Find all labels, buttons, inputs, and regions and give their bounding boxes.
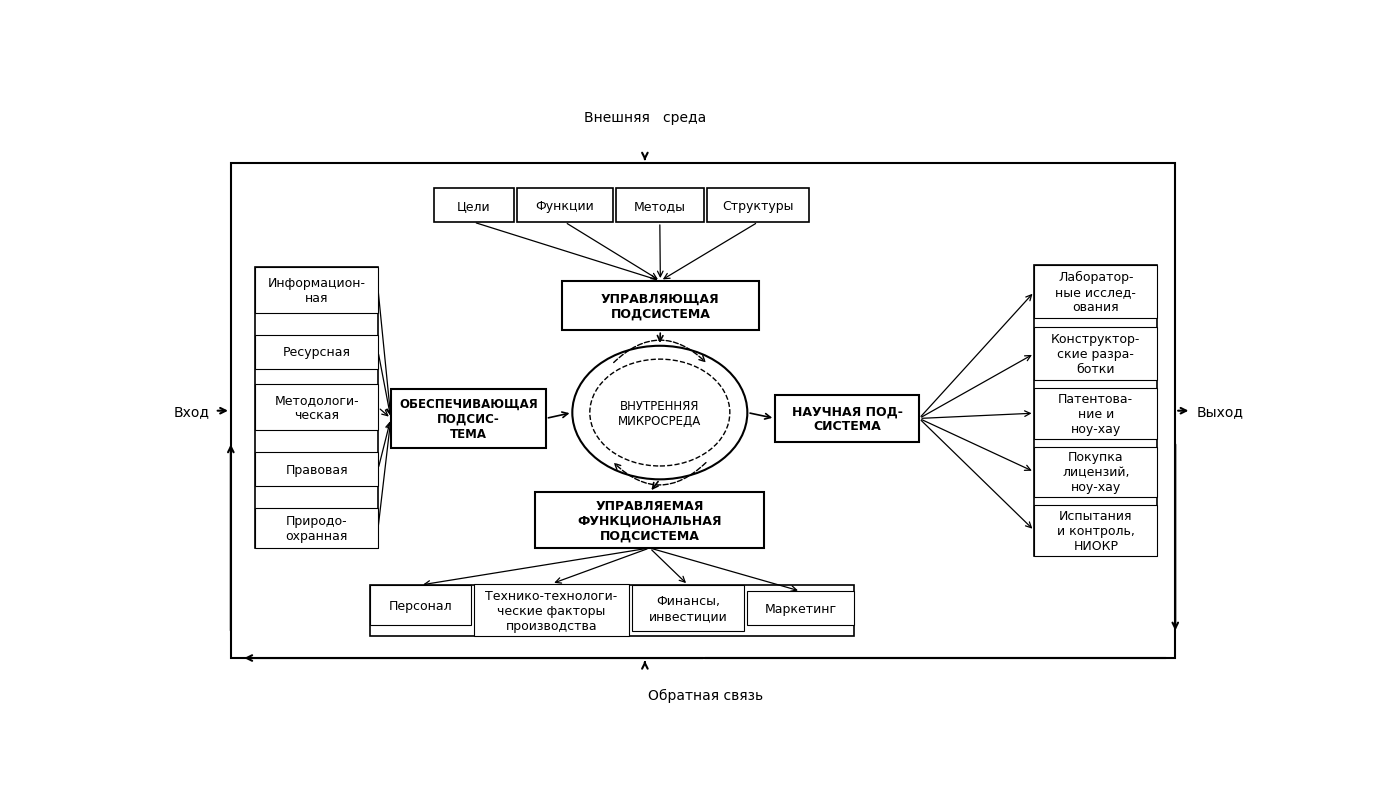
Text: УПРАВЛЯЕМАЯ
ФУНКЦИОНАЛЬНАЯ
ПОДСИСТЕМА: УПРАВЛЯЕМАЯ ФУНКЦИОНАЛЬНАЯ ПОДСИСТЕМА — [577, 499, 722, 542]
Text: Персонал: Персонал — [388, 599, 452, 612]
Text: ОБЕСПЕЧИВАЮЩАЯ
ПОДСИС-
ТЕМА: ОБЕСПЕЧИВАЮЩАЯ ПОДСИС- ТЕМА — [399, 398, 537, 440]
Text: Внешняя   среда: Внешняя среда — [584, 111, 706, 125]
FancyBboxPatch shape — [1034, 388, 1157, 439]
FancyBboxPatch shape — [1034, 506, 1157, 557]
FancyBboxPatch shape — [632, 585, 744, 632]
Text: Покупка
лицензий,
ноу-хау: Покупка лицензий, ноу-хау — [1062, 451, 1129, 494]
FancyBboxPatch shape — [255, 267, 379, 549]
Text: Ресурсная: Ресурсная — [282, 346, 351, 358]
FancyBboxPatch shape — [474, 584, 629, 637]
Text: УПРАВЛЯЮЩАЯ
ПОДСИСТЕМА: УПРАВЛЯЮЩАЯ ПОДСИСТЕМА — [600, 292, 720, 320]
FancyBboxPatch shape — [562, 282, 759, 331]
FancyBboxPatch shape — [255, 452, 379, 487]
Text: Обратная связь: Обратная связь — [649, 688, 763, 703]
Text: Информацион-
ная: Информацион- ная — [267, 277, 366, 305]
Text: Структуры: Структуры — [723, 200, 793, 213]
Text: ВНУТРЕННЯЯ
МИКРОСРЕДА: ВНУТРЕННЯЯ МИКРОСРЕДА — [618, 399, 701, 427]
Text: Вход: Вход — [174, 404, 209, 418]
Text: Выход: Выход — [1197, 404, 1243, 418]
Text: Цели: Цели — [457, 200, 490, 213]
Text: Испытания
и контроль,
НИОКР: Испытания и контроль, НИОКР — [1056, 509, 1135, 553]
FancyBboxPatch shape — [1034, 447, 1157, 497]
Text: Методологи-
ческая: Методологи- ческая — [274, 394, 359, 422]
FancyBboxPatch shape — [369, 585, 854, 637]
FancyBboxPatch shape — [1034, 266, 1157, 557]
FancyBboxPatch shape — [255, 267, 379, 314]
FancyBboxPatch shape — [1034, 266, 1157, 318]
FancyBboxPatch shape — [775, 395, 920, 442]
FancyBboxPatch shape — [255, 385, 379, 431]
FancyBboxPatch shape — [616, 189, 704, 223]
FancyBboxPatch shape — [534, 492, 764, 549]
Text: Природо-
охранная: Природо- охранная — [285, 514, 348, 542]
Text: Финансы,
инвестиции: Финансы, инвестиции — [649, 594, 727, 622]
Ellipse shape — [573, 346, 748, 480]
Text: Правовая: Правовая — [285, 463, 348, 476]
Text: Патентова-
ние и
ноу-хау: Патентова- ние и ноу-хау — [1058, 392, 1133, 435]
FancyBboxPatch shape — [255, 335, 379, 369]
FancyBboxPatch shape — [391, 390, 545, 448]
Text: Функции: Функции — [536, 200, 595, 213]
Text: Методы: Методы — [633, 200, 686, 213]
Text: Лаборатор-
ные исслед-
ования: Лаборатор- ные исслед- ования — [1055, 271, 1136, 314]
FancyBboxPatch shape — [1034, 328, 1157, 380]
FancyBboxPatch shape — [255, 508, 379, 549]
FancyBboxPatch shape — [231, 164, 1175, 658]
FancyBboxPatch shape — [748, 592, 854, 626]
Text: Конструктор-
ские разра-
ботки: Конструктор- ские разра- ботки — [1051, 333, 1140, 375]
FancyBboxPatch shape — [516, 189, 613, 223]
FancyBboxPatch shape — [369, 585, 471, 626]
FancyBboxPatch shape — [434, 189, 514, 223]
Text: Технико-технологи-
ческие факторы
производства: Технико-технологи- ческие факторы произв… — [485, 589, 618, 632]
Text: Маркетинг: Маркетинг — [764, 602, 837, 615]
FancyBboxPatch shape — [706, 189, 810, 223]
Text: НАУЧНАЯ ПОД-
СИСТЕМА: НАУЧНАЯ ПОД- СИСТЕМА — [792, 405, 902, 433]
